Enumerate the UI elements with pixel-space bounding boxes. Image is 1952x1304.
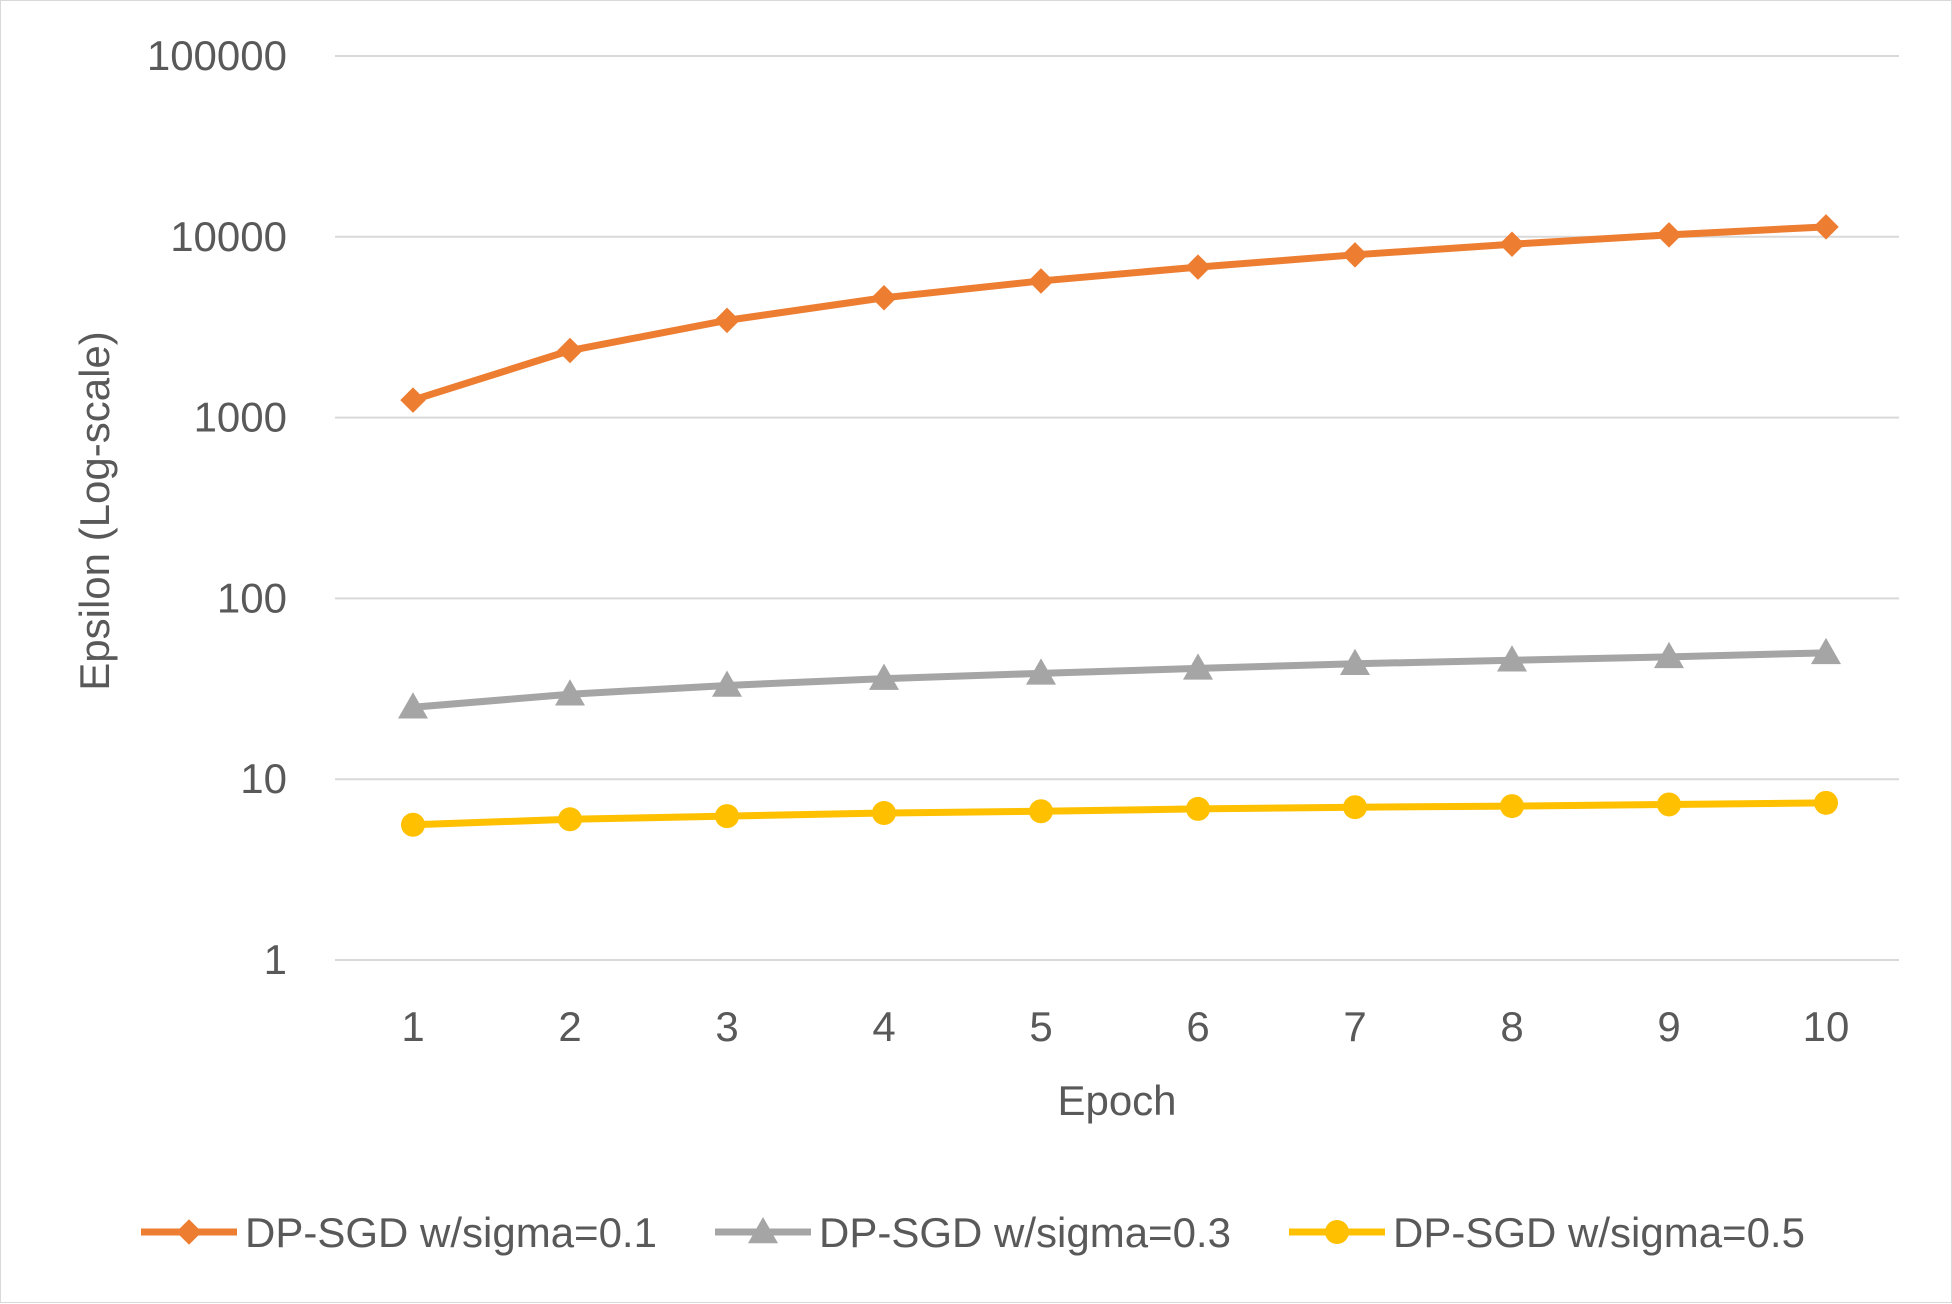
y-axis-title: Epsilon (Log-scale) xyxy=(71,331,118,691)
data-point xyxy=(400,387,426,413)
data-point xyxy=(1029,799,1053,824)
legend-item: DP-SGD w/sigma=0.5 xyxy=(1289,1209,1805,1256)
data-point xyxy=(1497,645,1527,672)
legend: DP-SGD w/sigma=0.1 DP-SGD w/sigma=0.3 DP-S… xyxy=(141,1209,1805,1256)
data-point xyxy=(398,692,428,719)
series-group xyxy=(401,790,1838,837)
series-line xyxy=(409,223,1830,404)
data-point xyxy=(715,804,739,829)
series-lines xyxy=(398,214,1841,837)
data-point xyxy=(557,337,583,364)
x-tick-label: 4 xyxy=(872,1003,895,1050)
legend-marker xyxy=(748,1217,778,1244)
y-tick-label: 10 xyxy=(240,755,287,802)
y-tick-labels: 1 10 100 1000 10000 100000 xyxy=(147,32,287,983)
x-tick-label: 5 xyxy=(1029,1003,1052,1050)
data-point xyxy=(1654,641,1684,669)
x-axis-title: Epoch xyxy=(1057,1077,1176,1124)
x-tick-label: 7 xyxy=(1343,1003,1366,1050)
data-point xyxy=(1026,658,1056,685)
x-tick-label: 6 xyxy=(1186,1003,1209,1050)
data-point xyxy=(1340,648,1370,676)
y-tick-label: 100000 xyxy=(147,32,287,79)
data-point xyxy=(1185,254,1211,280)
data-point xyxy=(1343,795,1367,820)
data-point xyxy=(1183,653,1213,680)
data-point xyxy=(1186,796,1210,821)
data-point xyxy=(714,307,740,334)
y-tick-label: 1000 xyxy=(194,394,287,441)
series-group xyxy=(400,214,1839,413)
data-point xyxy=(1028,268,1054,294)
data-point xyxy=(871,285,897,311)
y-tick-label: 1 xyxy=(264,936,287,983)
data-point xyxy=(1811,637,1841,665)
data-point xyxy=(1342,242,1368,268)
x-tick-label: 2 xyxy=(558,1003,581,1050)
series-group xyxy=(398,637,1841,719)
data-point xyxy=(712,670,742,697)
gridlines xyxy=(335,55,1899,961)
x-tick-label: 10 xyxy=(1803,1003,1850,1050)
legend-label: DP-SGD w/sigma=0.1 xyxy=(245,1209,657,1256)
y-tick-label: 100 xyxy=(217,574,287,621)
data-point xyxy=(872,801,896,826)
legend-item: DP-SGD w/sigma=0.1 xyxy=(141,1209,657,1256)
legend-label: DP-SGD w/sigma=0.5 xyxy=(1393,1209,1805,1256)
data-point xyxy=(1500,794,1524,819)
series-line xyxy=(409,799,1830,829)
x-tick-label: 1 xyxy=(401,1003,424,1050)
data-point xyxy=(1814,790,1838,815)
legend-marker xyxy=(176,1219,202,1245)
data-point xyxy=(1499,231,1525,257)
legend-label: DP-SGD w/sigma=0.3 xyxy=(819,1209,1231,1256)
legend-marker xyxy=(1325,1220,1349,1244)
data-point xyxy=(401,812,425,837)
x-tick-labels: 1 2 3 4 5 6 7 8 9 10 xyxy=(401,1003,1849,1050)
data-point xyxy=(558,807,582,832)
series-line xyxy=(409,649,1830,711)
data-point xyxy=(869,663,899,690)
data-point xyxy=(1813,214,1839,240)
y-tick-label: 10000 xyxy=(170,213,287,260)
data-point xyxy=(1657,792,1681,817)
x-tick-label: 3 xyxy=(715,1003,738,1050)
data-point xyxy=(1656,222,1682,248)
data-point xyxy=(555,679,585,706)
x-tick-label: 9 xyxy=(1657,1003,1680,1050)
legend-item: DP-SGD w/sigma=0.3 xyxy=(715,1209,1231,1256)
x-tick-label: 8 xyxy=(1500,1003,1523,1050)
